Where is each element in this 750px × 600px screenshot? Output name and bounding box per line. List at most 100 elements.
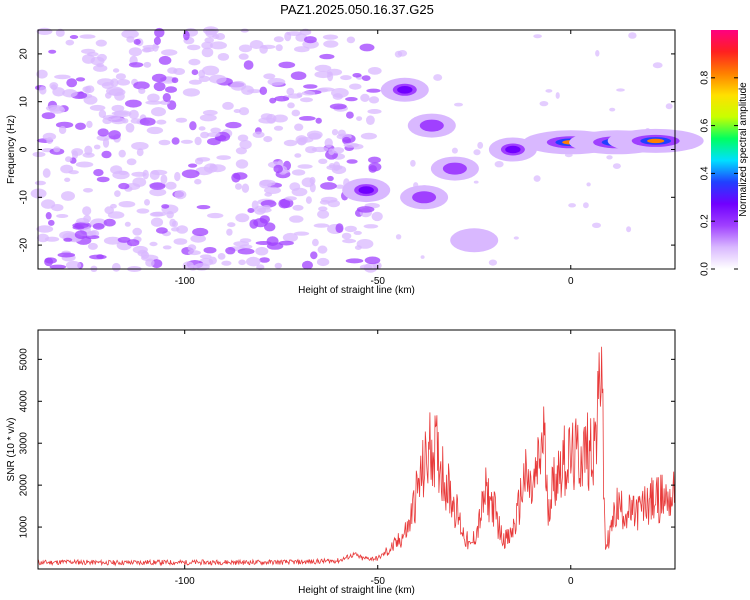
spectrogram-noise-cell — [473, 180, 479, 184]
spectrogram-noise-cell — [75, 122, 86, 130]
spectrogram-noise-cell — [264, 186, 281, 194]
spectrogram-noise-cell — [189, 121, 197, 131]
spectrogram-noise-cell — [320, 196, 338, 203]
spectrogram-noise-cell — [95, 39, 107, 47]
spectrogram-noise-cell — [317, 209, 330, 219]
spectrogram-noise-cell — [304, 36, 317, 44]
spectrogram-noise-cell — [56, 214, 69, 218]
spectrogram-noise-cell — [55, 121, 74, 129]
spectrogram-noise-cell — [181, 169, 200, 179]
spectrogram-noise-cell — [252, 131, 265, 138]
y-tick-label: -10 — [19, 190, 30, 205]
spectrogram-noise-cell — [36, 225, 54, 233]
spectrogram-noise-cell — [50, 84, 58, 91]
spectrogram-noise-cell — [176, 225, 189, 234]
spectrogram-noise-cell — [609, 107, 616, 112]
spectrogram-noise-cell — [45, 212, 52, 220]
spectrogram-noise-cell — [273, 164, 284, 174]
spectrogram-noise-cell — [545, 89, 553, 93]
spectrogram-noise-cell — [266, 242, 284, 250]
spectrogram-noise-cell — [84, 145, 93, 156]
spectrogram-heatmap — [30, 26, 704, 273]
spectrogram-noise-cell — [235, 213, 250, 223]
spectrogram-noise-cell — [147, 93, 160, 103]
x-tick-label: -50 — [371, 576, 386, 587]
spectrogram-noise-cell — [289, 215, 304, 223]
spectrogram-noise-cell — [286, 31, 302, 36]
spectrogram-noise-cell — [151, 107, 166, 117]
spectrogram-noise-cell — [606, 155, 613, 160]
spectrogram-noise-cell — [309, 182, 316, 193]
spectrogram-noise-cell — [259, 86, 268, 96]
spectrogram-noise-cell — [75, 161, 94, 168]
spectrogram-noise-cell — [592, 222, 601, 228]
spectrogram-feature — [469, 238, 479, 243]
spectrogram-noise-cell — [367, 109, 382, 114]
spectrogram-noise-cell — [309, 176, 316, 185]
spectrogram-noise-cell — [533, 34, 542, 39]
spectrogram-noise-cell — [342, 136, 352, 145]
spectrogram-noise-cell — [568, 203, 576, 208]
spectrogram-noise-cell — [322, 34, 339, 40]
spectrogram-noise-cell — [154, 27, 165, 38]
x-tick-label: -100 — [175, 576, 195, 587]
spectrogram-noise-cell — [356, 116, 363, 121]
spectrogram-noise-cell — [118, 149, 126, 158]
spectrogram-noise-cell — [235, 147, 247, 155]
spectrogram-noise-cell — [188, 265, 198, 271]
colorbar-gradient — [711, 30, 738, 269]
spectrogram-noise-cell — [539, 101, 549, 107]
spectrogram-noise-cell — [128, 62, 144, 68]
spectrogram-noise-cell — [65, 260, 82, 270]
spectrogram-noise-cell — [58, 126, 67, 134]
colorbar-tick-label: 0.2 — [700, 214, 711, 228]
spectrogram-noise-cell — [44, 257, 57, 264]
spectrogram-noise-cell — [329, 163, 335, 169]
spectrogram-noise-cell — [359, 264, 373, 270]
spectrogram-noise-cell — [275, 44, 283, 52]
spectrogram-noise-cell — [202, 109, 218, 116]
colorbar-tick-label: 0.4 — [700, 166, 711, 180]
spectrogram-noise-cell — [359, 43, 375, 52]
spectrogram-noise-cell — [124, 221, 131, 227]
spectrogram-noise-cell — [247, 208, 255, 213]
spectrogram-noise-cell — [352, 73, 362, 78]
spectrogram-noise-cell — [111, 111, 129, 116]
spectrogram-noise-cell — [128, 109, 139, 120]
spectrogram-noise-cell — [143, 61, 152, 68]
spectrogram-noise-cell — [174, 190, 187, 200]
spectrogram-noise-cell — [114, 190, 121, 198]
spectrogram-noise-cell — [194, 178, 202, 185]
spectrogram-noise-cell — [291, 187, 308, 197]
spectrogram-noise-cell — [298, 116, 316, 121]
spectrogram-noise-cell — [103, 236, 122, 245]
spectrogram-noise-cell — [665, 103, 673, 110]
spectrogram-noise-cell — [226, 228, 233, 236]
spectrogram-noise-cell — [263, 136, 273, 143]
spectrogram-noise-cell — [161, 204, 170, 209]
spectrogram-noise-cell — [158, 139, 171, 146]
spectrogram-noise-cell — [102, 114, 121, 121]
spectrogram-noise-cell — [158, 55, 172, 65]
spectrogram-noise-cell — [139, 117, 156, 126]
spectrogram-noise-cell — [343, 142, 359, 148]
spectrogram-noise-cell — [346, 159, 358, 164]
spectrogram-noise-cell — [263, 73, 276, 80]
y-tick-label: 1000 — [19, 516, 30, 539]
colorbar-label: Normalized spectral amplitude — [738, 82, 749, 217]
colorbar-ticks: 0.0 0.2 0.4 0.6 0.8 — [700, 70, 738, 276]
spectrogram-noise-cell — [454, 102, 463, 107]
spectrogram-noise-cell — [128, 47, 142, 57]
spectrogram-noise-cell — [133, 38, 141, 45]
spectrogram-noise-cell — [513, 236, 519, 240]
snr-frame — [37, 329, 676, 570]
spectrogram-noise-cell — [207, 212, 224, 219]
spectrogram-noise-cell — [324, 138, 333, 148]
spectrogram-noise-cell — [290, 71, 307, 80]
spectrogram-noise-cell — [71, 148, 84, 156]
spectrogram-noise-cell — [89, 104, 106, 111]
spectrogram-noise-cell — [202, 65, 220, 76]
spectrogram-noise-cell — [626, 226, 632, 233]
spectrogram-feature — [400, 87, 410, 93]
spectrogram-noise-cell — [215, 33, 226, 40]
